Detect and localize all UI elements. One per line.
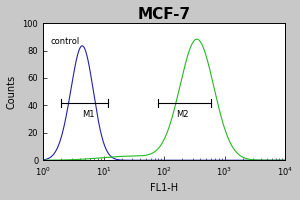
Title: MCF-7: MCF-7	[137, 7, 190, 22]
Text: M2: M2	[176, 110, 188, 119]
Text: M1: M1	[82, 110, 94, 119]
Text: control: control	[50, 37, 79, 46]
Y-axis label: Counts: Counts	[7, 75, 17, 109]
X-axis label: FL1-H: FL1-H	[150, 183, 178, 193]
